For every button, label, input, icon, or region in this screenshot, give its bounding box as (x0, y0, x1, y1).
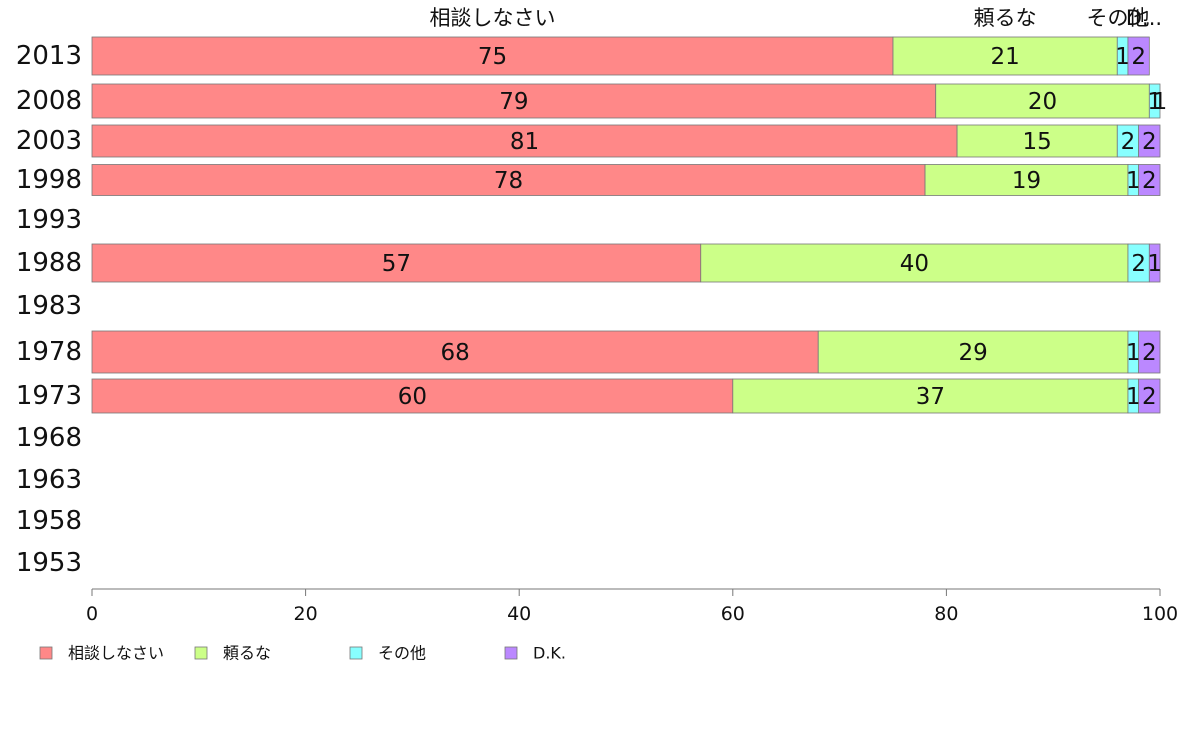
data-label-2008-2: 1 (1147, 89, 1162, 115)
bar-segment-1988-3 (1148, 243, 1161, 283)
x-tick-label-100: 100 (1142, 603, 1178, 625)
data-label-2008-0: 79 (499, 89, 528, 115)
x-tick-label-60: 60 (721, 603, 745, 625)
legend-swatch-1 (194, 646, 208, 660)
year-label-2013: 2013 (16, 41, 82, 71)
year-label-1988: 1988 (16, 248, 82, 278)
bar-segment-1978-3 (1138, 330, 1161, 374)
year-label-1978: 1978 (16, 337, 82, 367)
data-label-1978-1: 29 (958, 340, 987, 366)
data-label-1998-3: 2 (1142, 168, 1157, 194)
column-header-0: 相談しなさい (430, 6, 556, 30)
legend-label-1: 頼るな (223, 644, 271, 663)
data-label-2013-0: 75 (478, 44, 507, 70)
bar-segment-1998-3 (1138, 164, 1161, 196)
bar-segment-1973-3 (1138, 378, 1161, 414)
data-label-2008-1: 20 (1028, 89, 1057, 115)
data-label-2013-3: 2 (1131, 44, 1146, 70)
legend: 相談しなさい 頼るな その他 D.K. (39, 644, 566, 663)
bar-segment-2013-3 (1127, 36, 1150, 76)
data-label-1998-1: 19 (1012, 168, 1041, 194)
x-tick-label-0: 0 (86, 603, 98, 625)
data-label-1973-1: 37 (916, 384, 945, 410)
year-label-1963: 1963 (16, 465, 82, 495)
bar-segment-1998-0 (91, 164, 926, 196)
data-label-1998-0: 78 (494, 168, 523, 194)
data-label-1978-2: 1 (1126, 340, 1141, 366)
data-label-1973-0: 60 (398, 384, 427, 410)
year-label-1993: 1993 (16, 205, 82, 235)
data-label-1988-2: 2 (1131, 251, 1146, 277)
legend-label-2: その他 (378, 644, 426, 663)
legend-swatch-0 (39, 646, 53, 660)
bar-segment-2013-1 (892, 36, 1118, 76)
legend-label-0: 相談しなさい (68, 644, 164, 663)
legend-swatch-3 (504, 646, 518, 660)
data-label-2003-1: 15 (1023, 129, 1052, 155)
bar-segment-2013-0 (91, 36, 894, 76)
year-label-1958: 1958 (16, 506, 82, 536)
column-header-2: その他 (1087, 6, 1150, 30)
year-label-2008: 2008 (16, 86, 82, 116)
data-label-1973-3: 2 (1142, 384, 1157, 410)
data-label-1978-3: 2 (1142, 340, 1157, 366)
data-label-1973-2: 1 (1126, 384, 1141, 410)
year-label-1973: 1973 (16, 381, 82, 411)
data-label-2003-3: 2 (1142, 129, 1157, 155)
x-tick-label-40: 40 (507, 603, 531, 625)
data-label-2013-2: 1 (1115, 44, 1130, 70)
bar-segment-1973-1 (732, 378, 1129, 414)
bar-segment-1988-0 (91, 243, 702, 283)
legend-label-3: D.K. (533, 644, 566, 663)
x-axis: 0 20 40 60 80 100 (86, 588, 1178, 625)
bar-segment-1998-1 (924, 164, 1129, 196)
year-label-1968: 1968 (16, 423, 82, 453)
x-tick-label-80: 80 (934, 603, 958, 625)
bar-segment-1973-0 (91, 378, 734, 414)
data-label-2003-0: 81 (510, 129, 539, 155)
data-label-2008-3: 1 (1153, 89, 1168, 115)
column-header-group: 相談しなさい 頼るな その他D... (430, 6, 1163, 30)
data-label-1988-1: 40 (900, 251, 929, 277)
year-label-1998: 1998 (16, 165, 82, 195)
column-header-1: 頼るな (974, 6, 1037, 30)
bar-segment-2008-2 (1148, 83, 1161, 119)
year-labels-group: 2013 2008 2003 1998 1993 1988 1983 1978 1973 1968… (16, 41, 82, 578)
bar-segment-2008-0 (91, 83, 937, 119)
data-label-1988-3: 1 (1147, 251, 1162, 277)
legend-swatch-2 (349, 646, 363, 660)
data-label-1978-0: 68 (440, 340, 469, 366)
data-label-2013-1: 21 (990, 44, 1019, 70)
bar-segment-1978-0 (91, 330, 819, 374)
data-label-1998-2: 1 (1126, 168, 1141, 194)
column-header-3: D... (1126, 6, 1162, 30)
bar-segment-1988-1 (700, 243, 1129, 283)
year-label-2003: 2003 (16, 126, 82, 156)
bar-segment-2008-1 (935, 83, 1150, 119)
data-label-1988-0: 57 (382, 251, 411, 277)
year-label-1983: 1983 (16, 291, 82, 321)
data-label-2003-2: 2 (1121, 129, 1136, 155)
bar-segment-2003-3 (1138, 124, 1161, 158)
x-tick-label-20: 20 (294, 603, 318, 625)
bar-segment-1978-1 (817, 330, 1129, 374)
year-label-1953: 1953 (16, 548, 82, 578)
